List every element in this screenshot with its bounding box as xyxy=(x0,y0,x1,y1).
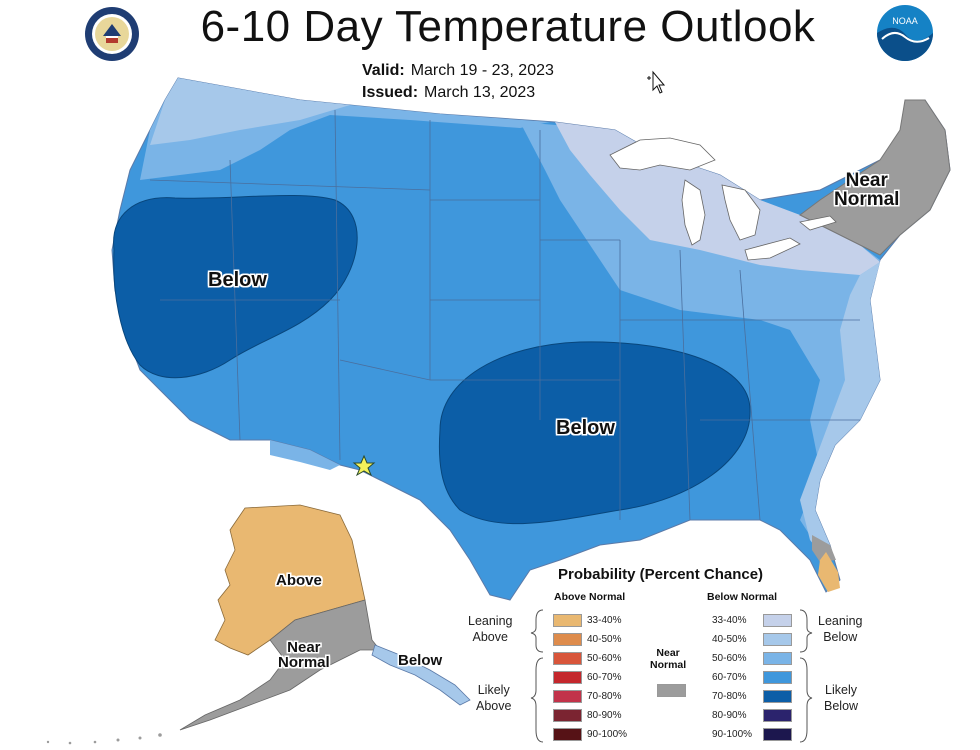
legend-below-swatch xyxy=(763,728,792,741)
valid-value: March 19 - 23, 2023 xyxy=(410,62,554,79)
legend-below-swatch xyxy=(763,633,792,646)
northeast-near-normal-region xyxy=(799,99,951,256)
department-of-commerce-seal-icon xyxy=(84,6,140,62)
alaska-near-line1: Near xyxy=(287,639,321,656)
legend-braces xyxy=(530,609,813,743)
likely-below-line1: Likely xyxy=(825,683,857,697)
legend-above-range: 90-100% xyxy=(587,729,628,740)
legend-near-line2: Normal xyxy=(650,659,687,671)
legend-below-range: 33-40% xyxy=(712,615,747,626)
legend-likely-below: Likely Below xyxy=(824,683,858,714)
legend-above-range: 40-50% xyxy=(587,634,622,645)
legend-above-swatch xyxy=(553,633,582,646)
northeast-near-normal-label: Near Normal xyxy=(834,171,899,209)
lake-ontario xyxy=(799,215,837,231)
legend-likely-above: Likely Above xyxy=(476,683,511,714)
legend-above-range: 70-80% xyxy=(587,691,622,702)
issued-date: Issued: March 13, 2023 xyxy=(362,84,535,102)
legend-near-line1: Near xyxy=(656,647,680,659)
florida-above-region xyxy=(818,552,840,592)
noaa-logo-icon: NOAA xyxy=(876,4,934,62)
likely-below-line2: Below xyxy=(824,698,859,713)
east-coast-band-region xyxy=(800,262,880,560)
legend-above-range: 60-70% xyxy=(587,672,622,683)
legend-below-swatch xyxy=(763,709,792,722)
legend-near-swatch xyxy=(657,684,686,697)
likely-above-line2: Above xyxy=(476,698,512,713)
alaska-above-label: Above xyxy=(276,572,322,589)
alaska-near-line2: Normal xyxy=(278,654,330,671)
leaning-above-line2: Above xyxy=(472,629,508,644)
legend-above-swatch xyxy=(553,652,582,665)
alaska-above-region xyxy=(214,504,366,656)
lake-michigan xyxy=(681,179,706,246)
legend-title: Probability (Percent Chance) xyxy=(558,566,764,583)
valid-label: Valid: xyxy=(362,62,405,79)
move-cursor-icon xyxy=(645,70,666,94)
legend-below-swatch xyxy=(763,690,792,703)
legend-above-range: 50-60% xyxy=(587,653,622,664)
location-star-icon xyxy=(352,454,376,477)
alaska-near-normal-region xyxy=(179,599,381,731)
leaning-above-line1: Leaning xyxy=(468,614,513,628)
legend-above-swatch xyxy=(553,690,582,703)
likely-above-line1: Likely xyxy=(477,683,510,697)
southwest-border-region xyxy=(270,440,340,470)
south-below-region xyxy=(438,341,751,525)
legend-above-header: Above Normal xyxy=(554,591,626,603)
legend-leaning-above: Leaning Above xyxy=(468,614,513,645)
lake-huron xyxy=(721,184,761,241)
state-boundaries xyxy=(149,109,860,521)
legend-below-range: 50-60% xyxy=(712,653,747,664)
legend-below-header: Below Normal xyxy=(707,591,778,603)
lake-erie xyxy=(744,237,801,261)
legend-below-swatch xyxy=(763,614,792,627)
leaning-below-line1: Leaning xyxy=(818,614,863,628)
legend-above-swatch xyxy=(553,614,582,627)
legend-below-swatch xyxy=(763,671,792,684)
valid-dates: Valid: March 19 - 23, 2023 xyxy=(362,62,554,80)
northeast-near-line1: Near xyxy=(845,170,888,191)
lake-superior xyxy=(609,137,716,171)
aleutian-islands xyxy=(46,733,162,745)
legend-below-range: 80-90% xyxy=(712,710,747,721)
issued-label: Issued: xyxy=(362,84,419,101)
legend-above-range: 80-90% xyxy=(587,710,622,721)
noaa-logo-text: NOAA xyxy=(892,16,918,26)
florida-near-region xyxy=(812,535,836,562)
leaning-below-line2: Below xyxy=(823,629,858,644)
legend-below-range: 40-50% xyxy=(712,634,747,645)
legend-above-swatch xyxy=(553,728,582,741)
legend-near-header: Near Normal xyxy=(650,647,686,671)
issued-value: March 13, 2023 xyxy=(424,84,536,101)
legend-above-range: 33-40% xyxy=(587,615,622,626)
northwest-leaning-region xyxy=(150,78,350,145)
legend-above-swatch xyxy=(553,671,582,684)
south-below-label: Below xyxy=(556,417,615,439)
legend-below-range: 70-80% xyxy=(712,691,747,702)
page-title: 6-10 Day Temperature Outlook xyxy=(200,2,816,51)
northeast-near-line2: Normal xyxy=(834,189,900,210)
west-below-label: Below xyxy=(208,269,267,291)
legend-below-swatch xyxy=(763,652,792,665)
legend-above-swatch xyxy=(553,709,582,722)
alaska-below-region xyxy=(371,644,471,706)
alaska-near-normal-label: Near Normal xyxy=(278,640,330,670)
legend-below-range: 60-70% xyxy=(712,672,747,683)
legend-leaning-below: Leaning Below xyxy=(818,614,863,645)
legend-below-range: 90-100% xyxy=(712,729,753,740)
alaska-below-label: Below xyxy=(398,652,443,669)
